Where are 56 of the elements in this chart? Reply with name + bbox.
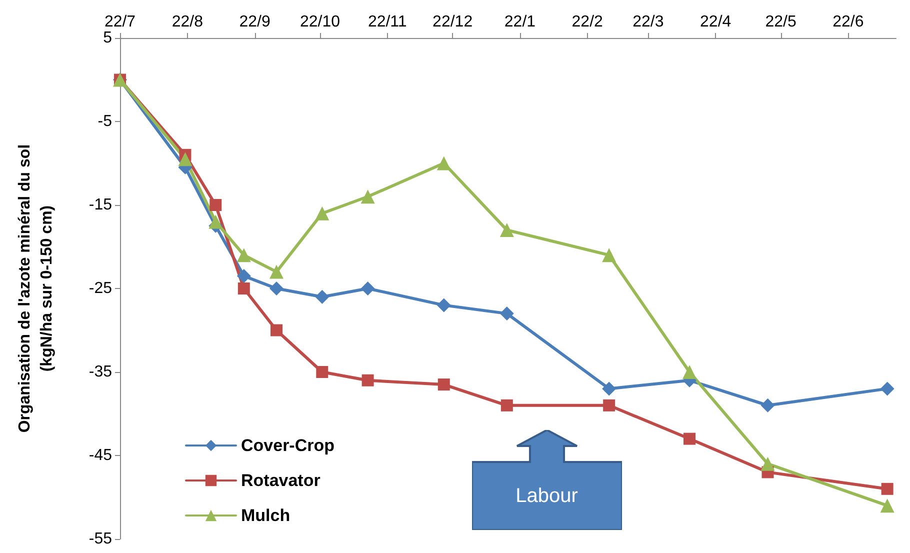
point [210,199,222,211]
legend-label: Rotavator [241,471,321,490]
legend-label: Mulch [241,506,290,525]
y-tick-label: -5 [98,113,112,130]
point [602,382,616,396]
x-tick-label: 22/2 [572,14,604,30]
point [315,290,330,304]
point [500,306,514,321]
annotation: Labour [514,484,579,508]
legend-label: Cover-Crop [241,436,335,455]
x-tick-label: 22/1 [504,14,536,30]
x-tick-label: 22/6 [832,14,864,30]
y-tick-label: -25 [88,280,112,297]
point [684,432,696,445]
point [500,223,514,238]
point [500,399,513,412]
point [238,282,250,294]
point [236,268,251,283]
x-tick-label: 22/11 [368,14,407,30]
point [682,365,696,379]
point [362,374,374,386]
point [270,282,284,296]
point [360,190,375,204]
point [270,264,284,279]
x-tick-label: 22/7 [104,14,136,30]
up-arrow-callout: Labour [472,430,622,530]
point [760,456,775,471]
point [178,152,192,166]
point [236,248,251,262]
point [438,378,450,391]
x-tick-label: 22/9 [239,14,270,30]
point [880,382,894,396]
point [881,482,894,495]
x-tick-label: 22/8 [172,14,204,30]
point [360,282,375,296]
point [760,398,775,412]
point [602,248,616,262]
point [208,214,223,229]
point [436,156,451,170]
point [436,298,451,312]
y-tick-label: -45 [88,447,112,464]
y-tick-label: 5 [103,30,112,46]
point [316,366,328,378]
x-tick-label: 22/10 [300,14,340,30]
y-tick-label: -15 [88,196,112,214]
y-axis-title: Organisation de l'azote minéral du sol (kgN/ha sur 0-150 cm) [16,144,56,433]
y-tick-label: -55 [88,530,112,548]
point [270,324,283,336]
x-tick-label: 22/4 [700,14,732,30]
point [603,399,616,412]
x-tick-label: 22/12 [432,14,473,30]
y-tick-label: -35 [88,364,112,380]
x-tick-label: 22/5 [765,14,796,30]
x-tick-label: 22/3 [632,14,664,30]
point [315,206,330,220]
point [880,498,894,513]
